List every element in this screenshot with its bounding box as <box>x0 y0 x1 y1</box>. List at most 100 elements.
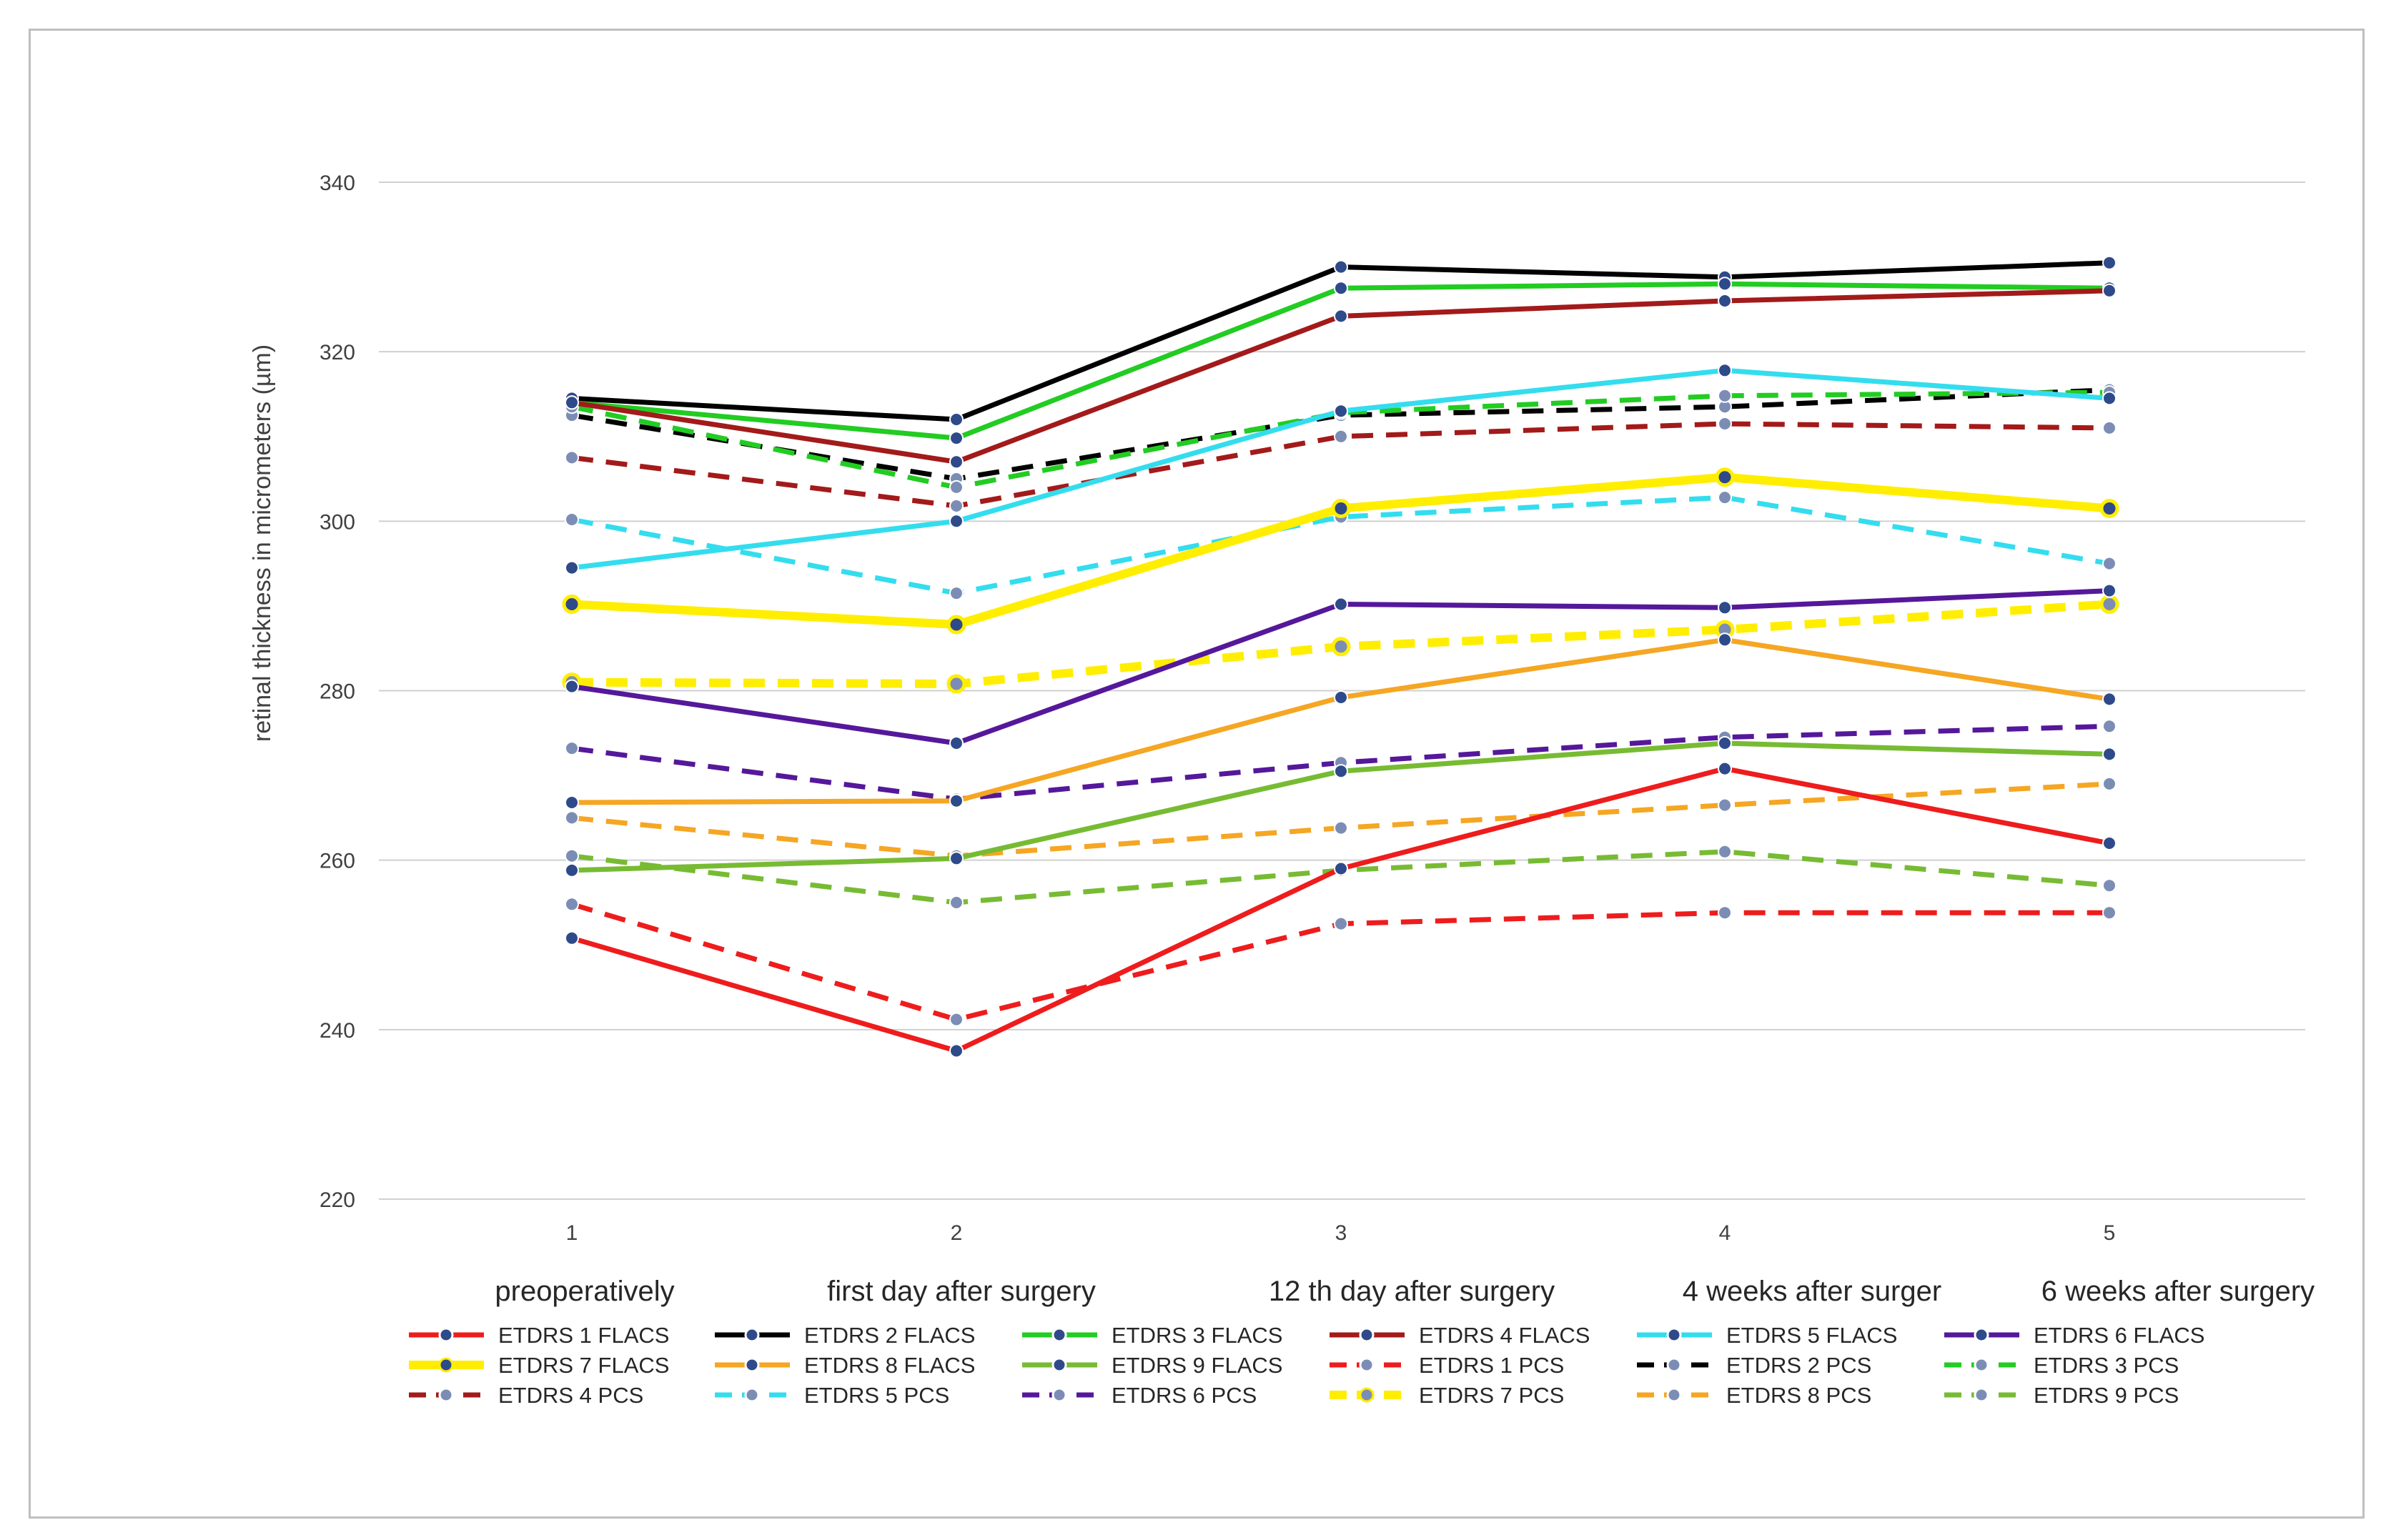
data-point <box>565 863 579 878</box>
y-tick-label: 260 <box>320 850 355 873</box>
legend-label: ETDRS 5 PCS <box>804 1383 949 1408</box>
legend-label: ETDRS 5 FLACS <box>1726 1323 1897 1348</box>
data-point <box>949 736 964 750</box>
data-point <box>1715 467 1735 487</box>
data-point <box>2102 556 2117 571</box>
legend-item: ETDRS 2 FLACS <box>715 1323 975 1348</box>
data-point <box>949 851 964 866</box>
category-labels: preoperatively first day after surgery 12 … <box>495 1276 2315 1307</box>
data-point <box>562 595 582 614</box>
legend-label: ETDRS 4 PCS <box>498 1383 643 1408</box>
legend-marker <box>1051 1327 1067 1343</box>
data-point <box>565 930 579 945</box>
legend-label: ETDRS 7 FLACS <box>498 1353 669 1378</box>
data-point <box>565 741 579 756</box>
series-etdrs-6-pcs <box>565 719 2117 807</box>
series-line <box>571 421 2110 509</box>
data-point <box>1334 281 1348 296</box>
data-point <box>949 586 964 601</box>
data-point <box>565 450 579 465</box>
legend-label: ETDRS 9 FLACS <box>1112 1353 1282 1378</box>
data-point <box>1334 820 1348 835</box>
data-point <box>949 480 964 495</box>
data-point <box>949 412 964 427</box>
y-axis-label: retinal thickness in micrometers (µm) <box>249 344 276 742</box>
series-line <box>571 781 2110 859</box>
series-etdrs-1-flacs <box>565 761 2117 1058</box>
data-point <box>1334 404 1348 419</box>
data-point <box>946 615 966 635</box>
legend-marker <box>1974 1357 1989 1373</box>
data-point <box>2102 747 2117 762</box>
legend-marker <box>744 1327 760 1343</box>
series-etdrs-5-flacs <box>565 363 2117 575</box>
legend-label: ETDRS 1 PCS <box>1419 1353 1564 1378</box>
legend-label: ETDRS 9 PCS <box>2034 1383 2179 1408</box>
data-point <box>949 1012 964 1027</box>
x-axis-ticks: 1 2 3 4 5 <box>566 1221 2116 1245</box>
series-etdrs-4-pcs <box>565 417 2117 513</box>
data-point <box>1718 761 1732 776</box>
y-tick-label: 340 <box>320 172 355 195</box>
data-point <box>949 499 964 513</box>
data-point <box>1718 736 1732 750</box>
legend-marker <box>438 1357 454 1373</box>
series-etdrs-9-pcs <box>565 844 2117 910</box>
legend-label: ETDRS 8 FLACS <box>804 1353 975 1378</box>
data-point <box>2102 255 2117 270</box>
legend-item: ETDRS 6 FLACS <box>1944 1323 2204 1348</box>
data-point <box>1334 429 1348 444</box>
legend-item: ETDRS 8 FLACS <box>715 1353 975 1378</box>
legend-label: ETDRS 7 PCS <box>1419 1383 1564 1408</box>
legend: ETDRS 1 FLACS ETDRS 2 FLACS ETDRS 3 FLACS E… <box>409 1323 2204 1408</box>
legend-item: ETDRS 5 FLACS <box>1637 1323 1897 1348</box>
y-tick-label: 240 <box>320 1019 355 1043</box>
data-point <box>1334 861 1348 876</box>
series-lines <box>562 255 2119 1058</box>
data-point <box>949 895 964 910</box>
data-point <box>1718 798 1732 813</box>
data-point <box>2102 719 2117 734</box>
data-point <box>565 679 579 694</box>
legend-item: ETDRS 4 FLACS <box>1330 1323 1590 1348</box>
data-point <box>1718 294 1732 308</box>
legend-marker <box>744 1387 760 1403</box>
legend-label: ETDRS 3 FLACS <box>1112 1323 1282 1348</box>
legend-item: ETDRS 7 FLACS <box>409 1353 669 1378</box>
legend-marker <box>1974 1327 1989 1343</box>
data-point <box>565 897 579 912</box>
legend-marker <box>1974 1387 1989 1403</box>
series-line <box>571 495 2110 596</box>
legend-item: ETDRS 9 FLACS <box>1022 1353 1282 1378</box>
data-point <box>949 793 964 808</box>
series-etdrs-9-flacs <box>565 736 2117 878</box>
category-label: 6 weeks after surgery <box>2041 1276 2315 1307</box>
legend-item: ETDRS 1 FLACS <box>409 1323 669 1348</box>
data-point <box>2102 905 2117 920</box>
legend-marker <box>1359 1327 1375 1343</box>
legend-label: ETDRS 4 FLACS <box>1419 1323 1590 1348</box>
legend-item: ETDRS 3 PCS <box>1944 1353 2179 1378</box>
legend-marker <box>1359 1387 1375 1403</box>
data-point <box>1718 905 1732 920</box>
data-point <box>949 454 964 470</box>
data-point <box>1334 597 1348 612</box>
y-tick-label: 280 <box>320 680 355 704</box>
y-tick-label: 300 <box>320 510 355 534</box>
legend-marker <box>1666 1387 1682 1403</box>
data-point <box>949 514 964 529</box>
legend-marker <box>438 1387 454 1403</box>
y-axis-ticks: 220 240 260 280 300 320 340 <box>320 172 355 1212</box>
legend-item: ETDRS 1 PCS <box>1330 1353 1564 1378</box>
legend-marker <box>744 1357 760 1373</box>
x-tick-label: 3 <box>1335 1221 1347 1245</box>
data-point <box>949 1043 964 1058</box>
data-point <box>2102 692 2117 707</box>
series-etdrs-8-pcs <box>565 776 2117 863</box>
data-point <box>1331 499 1351 518</box>
data-point <box>949 431 964 446</box>
data-point <box>2099 595 2119 614</box>
legend-item: ETDRS 9 PCS <box>1944 1383 2179 1408</box>
x-tick-label: 2 <box>951 1221 963 1245</box>
